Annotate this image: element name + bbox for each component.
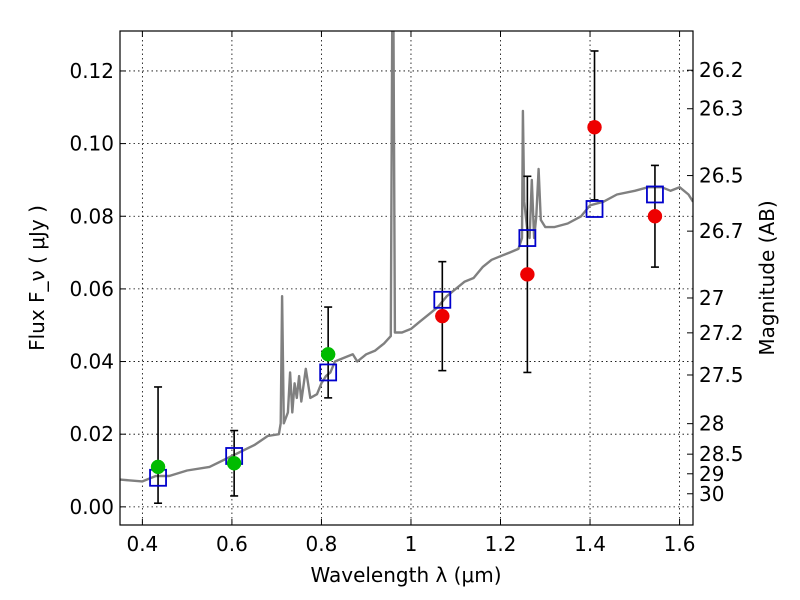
plot-frame xyxy=(119,30,694,526)
error-bars xyxy=(154,50,659,505)
model-flux-square xyxy=(433,290,452,309)
y-tick-label: 0.04 xyxy=(69,350,114,374)
magnitude-tick-label: 28 xyxy=(699,412,724,436)
x-axis-title: Wavelength λ (μm) xyxy=(310,563,501,587)
magnitude-tick-label: 30 xyxy=(699,482,724,506)
model-flux-square xyxy=(319,363,338,382)
x-tick-label: 1.4 xyxy=(574,532,606,556)
y-tick-label: 0.12 xyxy=(69,59,114,83)
data-markers xyxy=(149,120,664,487)
x-tick-label: 0.4 xyxy=(126,532,158,556)
observed-flux-red-point xyxy=(435,308,450,324)
y2-axis-title: Magnitude (AB) xyxy=(755,200,779,355)
y-tick-label: 0.02 xyxy=(69,422,114,446)
x-tick-label: 0.6 xyxy=(216,532,248,556)
magnitude-tick-label: 28.5 xyxy=(699,442,744,466)
x-tick-label: 0.8 xyxy=(306,532,338,556)
x-tick-label: 1.2 xyxy=(485,532,517,556)
grid-lines xyxy=(120,31,693,525)
axis-ticks xyxy=(120,31,693,525)
magnitude-tick-label: 27 xyxy=(699,286,724,310)
magnitude-tick-label: 26.3 xyxy=(699,97,744,121)
magnitude-tick-label: 27.2 xyxy=(699,321,744,345)
observed-flux-red-point xyxy=(520,267,535,282)
model-spectrum-line xyxy=(120,31,693,483)
magnitude-tick-label: 26.2 xyxy=(699,58,744,82)
magnitude-tick-label: 29 xyxy=(699,462,724,486)
y-axis-title: Flux F_ν ( μJy ) xyxy=(25,205,49,351)
magnitude-tick-label: 26.7 xyxy=(699,219,744,243)
magnitude-tick-label: 26.5 xyxy=(699,164,744,188)
observed-flux-green-point xyxy=(150,459,166,475)
model-flux-square xyxy=(646,185,664,204)
observed-flux-green-point xyxy=(320,347,336,362)
model-flux-square xyxy=(518,229,537,247)
y-tick-label: 0.00 xyxy=(69,495,114,519)
x-tick-label: 1.6 xyxy=(664,532,696,556)
x-tick-label: 1 xyxy=(405,532,418,556)
observed-flux-red-point xyxy=(587,120,602,135)
y-tick-label: 0.08 xyxy=(69,204,114,228)
y-tick-label: 0.10 xyxy=(69,132,114,156)
observed-flux-green-point xyxy=(226,456,242,471)
observed-flux-red-point xyxy=(647,209,663,224)
spectrum-line-layer xyxy=(120,31,693,483)
magnitude-tick-label: 27.5 xyxy=(699,363,744,387)
y-tick-label: 0.06 xyxy=(69,277,114,301)
tick-labels: 0.4 0.6 0.8 1 1.2 1.4 1.6 0.00 0.02 0.04 0.06 0.08 0… xyxy=(69,58,743,556)
model-flux-square xyxy=(585,200,604,218)
